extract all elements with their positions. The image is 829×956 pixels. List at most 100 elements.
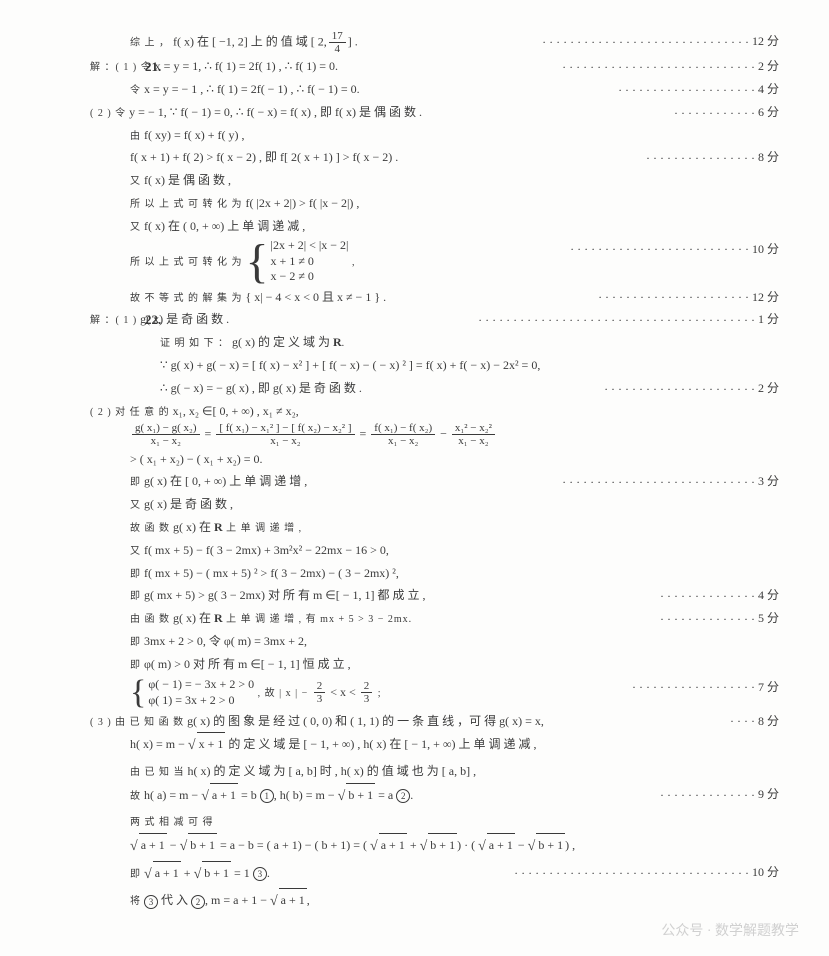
score-marker: · · · · · · · · · · · · · · · · · · 7 分 [632, 676, 779, 700]
text-line: h( x) = m − √x + 1 的 定 义 域 是 [ − 1, + ∞)… [90, 732, 779, 760]
text-line: 即 g( x) 在 [ 0, + ∞) 上 单 调 递 增 , · · · · ·… [90, 470, 779, 493]
chinese-text: 由 已 知 当 [130, 767, 185, 778]
text-line: f( x + 1) + f( 2) > f( x − 2) , 即 f[ 2( … [90, 146, 779, 169]
label-1: 1 [260, 789, 274, 803]
text-line: 22.解 ：( 1 ) g( x) 是 奇 函 数 .· · · · · · ·… [90, 308, 779, 331]
math-expression: ∴ g( − x) = − g( x) , 即 g( x) 是 奇 函 数 . [160, 381, 362, 395]
score-marker: · · · · · · · · · · · · 6 分 [674, 101, 779, 125]
score-marker: · · · · · · · · · · · · · · · · · · · · … [542, 30, 779, 54]
set-symbol: R [214, 520, 223, 534]
math-expression: x = y = − 1 , ∴ f( 1) = 2f( − 1) , ∴ f( … [144, 82, 360, 96]
score-marker: · · · · · · · · · · · · · · · · · · · · … [618, 78, 779, 102]
text-line: 由 已 知 当 h( x) 的 定 义 域 为 [ a, b] 时 , h( x… [90, 760, 779, 783]
chinese-text: 令 [130, 85, 141, 96]
math-expression: f( x) 在 [ −1, 2] 上 的 值 域 [173, 34, 308, 48]
label-3: 3 [253, 867, 267, 881]
text-line: 由 f( xy) = f( x) + f( y) , [90, 124, 779, 147]
math-expression: x = y = 1, ∴ f( 1) = 2f( 1) , ∴ f( 1) = … [155, 59, 338, 73]
chinese-text: 所 以 上 式 可 转 化 为 [130, 199, 243, 210]
score-marker: · · · · 8 分 [730, 710, 779, 734]
chinese-text: 即 [130, 591, 141, 602]
math-expression: √a + 1 − √b + 1 = a − b = ( a + 1) − ( b… [130, 838, 575, 852]
score-marker: · · · · · · · · · · · · · · 5 分 [660, 607, 779, 631]
text-line: > ( x₁ + x₂) − ( x₁ + x₂) = 0. [90, 448, 779, 471]
chinese-text: 所 以 上 式 可 转 化 为 [130, 256, 243, 267]
math-expression: φ( m) > 0 对 所 有 m ∈[ − 1, 1] 恒 成 立 , [144, 657, 351, 671]
math-expression: 3mx + 2 > 0, 令 φ( m) = 3mx + 2, [144, 634, 307, 648]
text-line: 即 g( mx + 5) > g( 3 − 2mx) 对 所 有 m ∈[ − … [90, 584, 779, 607]
text-line: 令 x = y = − 1 , ∴ f( 1) = 2f( − 1) , ∴ f… [90, 78, 779, 101]
chinese-text: 又 [130, 176, 141, 187]
text-line: 又 f( mx + 5) − f( 3 − 2mx) + 3m²x² − 22m… [90, 539, 779, 562]
math-expression: 3 代 入 2, m = a + 1 − √a + 1, [144, 893, 310, 907]
math-expression: g( x) 在 [ 0, + ∞) 上 单 调 递 增 , [144, 474, 307, 488]
chinese-text: ( 3 ) 由 已 知 函 数 [90, 717, 184, 728]
math-expression: h( x) 的 定 义 域 为 [ a, b] 时 , h( x) 的 值 域 … [188, 764, 477, 778]
math-expression: h( x) = m − √x + 1 的 定 义 域 是 [ − 1, + ∞)… [130, 737, 537, 751]
watermark: 公众号 · 数学解题教学 [661, 919, 799, 946]
text-line: g( x₁) − g( x₂)x₁ − x₂ = [ f( x₁) − x₁² … [90, 422, 779, 447]
text-line: 即 3mx + 2 > 0, 令 φ( m) = 3mx + 2, [90, 630, 779, 653]
chinese-text: 即 [130, 637, 141, 648]
chinese-text: 由 函 数 [130, 614, 170, 625]
chinese-text: 又 [130, 222, 141, 233]
text-line: 将 3 代 入 2, m = a + 1 − √a + 1, [90, 888, 779, 916]
score-marker: · · · · · · · · · · · · · · · · · · · · … [562, 55, 779, 79]
text-line: 故 不 等 式 的 解 集 为 { x| − 4 < x < 0 且 x ≠ −… [90, 286, 779, 309]
score-marker: · · · · · · · · · · · · · · · · · · · · … [604, 377, 779, 401]
chinese-text: 两 式 相 减 可 得 [130, 817, 214, 828]
math-expression: f( xy) = f( x) + f( y) , [144, 128, 245, 142]
score-marker: · · · · · · · · · · · · · · · · · · · · … [478, 308, 779, 332]
math-expression: g( x) 在 [173, 520, 211, 534]
score-marker: · · · · · · · · · · · · · · 4 分 [660, 584, 779, 608]
chinese-text: 即 [130, 569, 141, 580]
text-line: 21.解 ：( 1 ) 令 x = y = 1, ∴ f( 1) = 2f( 1… [90, 55, 779, 78]
chinese-text: 即 [130, 477, 141, 488]
chinese-text: 将 [130, 896, 141, 907]
chinese-text: 证 明 如 下 ： [160, 338, 229, 349]
math-expression: f( x) 在 ( 0, + ∞) 上 单 调 递 减 , [144, 219, 305, 233]
text-line: 证 明 如 下 ： g( x) 的 定 义 域 为 R. [90, 331, 779, 354]
text-line: 故 函 数 g( x) 在 R 上 单 调 递 增 , [90, 516, 779, 539]
math-expression: x₁, x₂ ∈[ 0, + ∞) , x₁ ≠ x₂, [173, 404, 299, 418]
text-line: 所 以 上 式 可 转 化 为 f( |2x + 2|) > f( |x − 2… [90, 192, 779, 215]
math-expression: √a + 1 + √b + 1 = 1 3. [144, 866, 270, 880]
text-line: ( 2 ) 对 任 意 的 x₁, x₂ ∈[ 0, + ∞) , x₁ ≠ x… [90, 400, 779, 423]
score-marker: · · · · · · · · · · · · · · · · · · · · … [562, 470, 779, 494]
chinese-text: ( 2 ) 令 [90, 108, 126, 119]
text-line: 由 函 数 g( x) 在 R 上 单 调 递 增 , 有 mx + 5 > 3… [90, 607, 779, 630]
text-line: 又 f( x) 是 偶 函 数 , [90, 169, 779, 192]
text-line: 即 f( mx + 5) − ( mx + 5) ² > f( 3 − 2mx)… [90, 562, 779, 585]
math-expression: g( mx + 5) > g( 3 − 2mx) 对 所 有 m ∈[ − 1,… [144, 588, 426, 602]
question-number: 21. [145, 55, 161, 80]
text-line: ∵ g( x) + g( − x) = [ f( x) − x² ] + [ f… [90, 354, 779, 377]
chinese-text: 又 [130, 546, 141, 557]
text-line: 即 φ( m) > 0 对 所 有 m ∈[ − 1, 1] 恒 成 立 , [90, 653, 779, 676]
score-marker: · · · · · · · · · · · · · · 9 分 [660, 783, 779, 807]
chinese-text: 即 [130, 869, 141, 880]
chinese-text: 由 [130, 131, 141, 142]
math-expression: > ( x₁ + x₂) − ( x₁ + x₂) = 0. [130, 452, 263, 466]
score-marker: · · · · · · · · · · · · · · · · 8 分 [646, 146, 779, 170]
chinese-text: 综 上 ， [130, 37, 170, 48]
math-expression: y = − 1, ∵ f( − 1) = 0, ∴ f( − x) = f( x… [129, 105, 422, 119]
chinese-text: 故 函 数 [130, 523, 170, 534]
math-expression: { x| − 4 < x < 0 且 x ≠ − 1 } . [246, 290, 387, 304]
math-expression: f( x + 1) + f( 2) > f( x − 2) , 即 f[ 2( … [130, 150, 398, 164]
math-expression: g( x) 在 [173, 611, 211, 625]
text-line: ( 2 ) 令 y = − 1, ∵ f( − 1) = 0, ∴ f( − x… [90, 101, 779, 124]
score-marker: · · · · · · · · · · · · · · · · · · · · … [598, 286, 779, 310]
text-line: {φ( − 1) = − 3x + 2 > 0φ( 1) = 3x + 2 > … [90, 676, 779, 710]
math-expression: ∵ g( x) + g( − x) = [ f( x) − x² ] + [ f… [160, 358, 540, 372]
text-line: 又 g( x) 是 奇 函 数 , [90, 493, 779, 516]
question-number: 22. [145, 308, 161, 333]
math-expression: g( x) 的 定 义 域 为 [232, 335, 330, 349]
text-line: 所 以 上 式 可 转 化 为 {|2x + 2| < |x − 2|x + 1… [90, 238, 779, 286]
math-expression: f( mx + 5) − f( 3 − 2mx) + 3m²x² − 22mx … [144, 543, 389, 557]
text-line: 两 式 相 减 可 得 [90, 810, 779, 833]
math-expression: f( |2x + 2|) > f( |x − 2|) , [246, 196, 360, 210]
text-line: 又 f( x) 在 ( 0, + ∞) 上 单 调 递 减 , [90, 215, 779, 238]
chinese-text: ( 2 ) 对 任 意 的 [90, 407, 170, 418]
math-expression: h( a) = m − √a + 1 = b 1, h( b) = m − √b… [144, 788, 413, 802]
chinese-text: 又 [130, 500, 141, 511]
